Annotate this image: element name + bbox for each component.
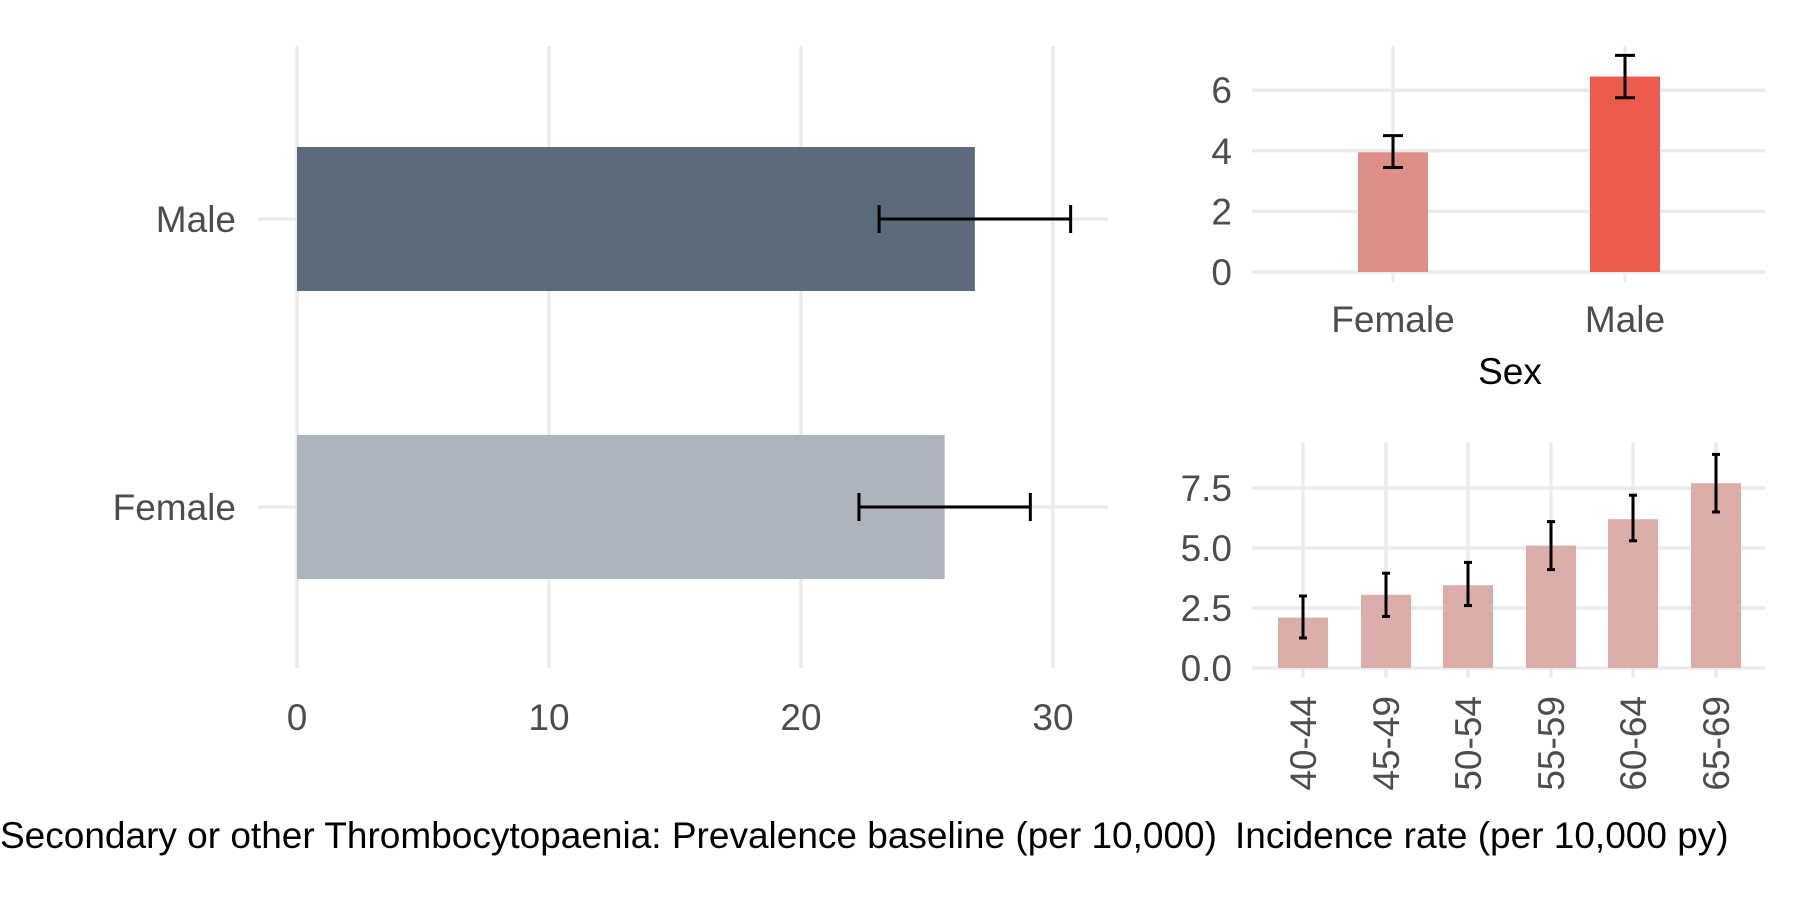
age-x-tick-label: 60-64 [1613,696,1654,791]
prevalence-x-tick-label: 30 [1032,697,1073,738]
age-y-tick-label: 5.0 [1181,528,1232,569]
prevalence-x-tick-label: 20 [780,697,821,738]
age-y-tick-label: 2.5 [1181,588,1232,629]
sex-bar-female [1358,152,1428,272]
sex-y-tick-label: 4 [1211,131,1232,172]
prevalence-bar-female [297,435,945,579]
age-x-tick-label: 55-59 [1531,696,1572,791]
age-x-tick-label: 65-69 [1696,696,1737,791]
sex-x-axis-title: Sex [1478,351,1542,392]
prevalence-x-axis-title: Secondary or other Thrombocytopaenia: Pr… [0,815,1217,856]
age-bar-65-69 [1691,483,1741,668]
age-x-tick-label: 45-49 [1366,696,1407,791]
age-x-tick-label: 40-44 [1283,696,1324,791]
sex-x-tick-label: Female [1331,299,1454,340]
age-y-tick-label: 0.0 [1181,648,1232,689]
incidence-by-age-panel: 0.0 2.5 5.0 7.5 40-44 45-49 50-54 55-59 60-64 65-… [1181,442,1765,791]
prevalence-panel: Male Female 0 10 20 30 [113,46,1108,738]
age-x-axis-title: Incidence rate (per 10,000 py) [1235,815,1729,856]
prevalence-x-tick-label: 10 [528,697,569,738]
sex-y-tick-label: 0 [1211,252,1232,293]
prevalence-x-tick-label: 0 [287,697,308,738]
sex-bar-male [1590,76,1660,272]
incidence-by-sex-panel: 0 2 4 6 Female Male [1211,46,1765,340]
prevalence-y-tick-label: Male [156,199,236,240]
age-y-tick-label: 7.5 [1181,468,1232,509]
sex-y-tick-label: 6 [1211,70,1232,111]
sex-y-tick-label: 2 [1211,191,1232,232]
prevalence-y-tick-label: Female [113,487,236,528]
prevalence-bar-male [297,147,975,291]
sex-x-tick-label: Male [1585,299,1665,340]
age-bar-60-64 [1608,519,1658,668]
age-x-tick-label: 50-54 [1448,696,1489,791]
